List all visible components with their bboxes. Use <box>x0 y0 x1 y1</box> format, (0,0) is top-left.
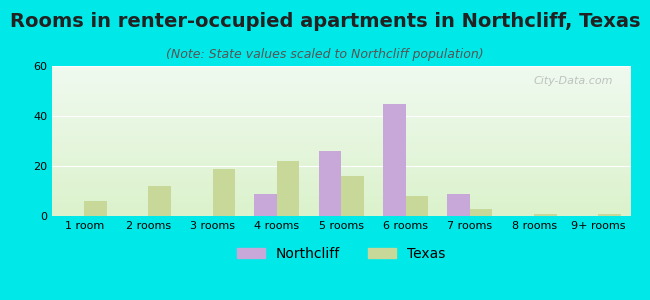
Bar <box>148 186 171 216</box>
Bar <box>84 201 107 216</box>
Bar <box>599 214 621 216</box>
Text: (Note: State values scaled to Northcliff population): (Note: State values scaled to Northcliff… <box>166 48 484 61</box>
Bar <box>277 161 300 216</box>
Bar <box>318 151 341 216</box>
Bar <box>213 169 235 216</box>
Bar <box>383 103 406 216</box>
Bar <box>255 194 277 216</box>
Bar <box>447 194 470 216</box>
Legend: Northcliff, Texas: Northcliff, Texas <box>231 241 451 266</box>
Text: Rooms in renter-occupied apartments in Northcliff, Texas: Rooms in renter-occupied apartments in N… <box>10 12 640 31</box>
Bar <box>406 196 428 216</box>
Bar <box>341 176 364 216</box>
Text: City-Data.com: City-Data.com <box>534 76 613 86</box>
Bar <box>534 214 556 216</box>
Bar <box>470 208 492 216</box>
